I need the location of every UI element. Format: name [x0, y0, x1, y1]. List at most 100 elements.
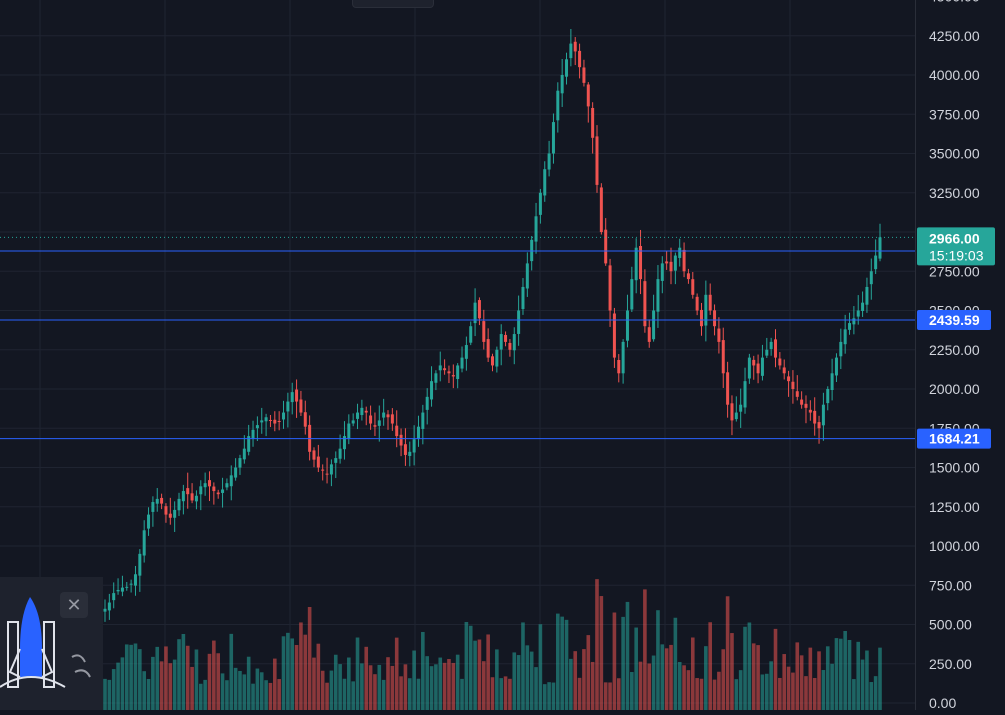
candle-body	[591, 107, 595, 138]
volume-bar	[107, 679, 112, 710]
volume-bar	[799, 655, 804, 710]
candle-body	[774, 339, 778, 358]
candle-body	[560, 75, 564, 94]
candle-body	[521, 286, 525, 309]
volume-bar	[329, 670, 334, 710]
volume-bar	[438, 657, 443, 710]
candle-body	[464, 345, 468, 359]
candle-body	[760, 357, 764, 376]
candle-body	[412, 439, 416, 453]
volume-bar	[220, 673, 225, 710]
volume-bar	[847, 639, 852, 710]
volume-bar	[351, 681, 355, 710]
candle-body	[604, 229, 608, 264]
candle-body	[630, 279, 634, 310]
candle-body	[813, 410, 817, 424]
volume-bar	[612, 612, 617, 710]
candle-body	[695, 296, 699, 311]
booster-left-icon	[7, 621, 19, 688]
volume-bar	[124, 644, 129, 710]
volume-bar	[499, 678, 504, 710]
volume-bar	[569, 658, 573, 710]
volume-bar	[212, 640, 216, 710]
candle-body	[451, 375, 455, 377]
volume-bar	[146, 678, 151, 710]
candle-body	[734, 412, 738, 420]
candle-body	[142, 530, 146, 556]
volume-bar	[333, 654, 338, 710]
candle-body	[247, 436, 251, 452]
volume-bar	[325, 682, 329, 710]
price-axis[interactable]: 0.00 250.00 500.00 750.00 1000.00 1250.00 1500…	[915, 0, 1005, 711]
candle-body	[369, 415, 373, 424]
candle-body	[221, 489, 225, 493]
candle-body	[865, 286, 869, 305]
candle-body	[582, 67, 586, 83]
volume-bar	[421, 631, 425, 710]
candle-body	[321, 469, 325, 471]
volume-bar	[347, 657, 351, 710]
candle-body	[456, 365, 460, 379]
candle-body	[125, 586, 129, 588]
candle-body	[787, 376, 791, 382]
candle-body	[303, 412, 307, 427]
volume-bar	[286, 632, 290, 710]
candle-body	[856, 310, 860, 317]
volume-bar	[830, 663, 834, 710]
volume-bar	[416, 678, 421, 710]
candle-body	[708, 294, 712, 311]
candle-body	[491, 356, 494, 366]
volume-bar	[616, 678, 621, 710]
candle-body	[512, 334, 516, 351]
candle-body	[713, 310, 717, 327]
candle-body	[299, 399, 303, 413]
volume-bar	[133, 643, 138, 710]
candle-body	[373, 425, 377, 427]
volume-bar	[778, 677, 782, 710]
candle-body	[133, 574, 137, 586]
candle-body	[216, 492, 220, 495]
last-price-badge	[917, 227, 995, 266]
volume-bar	[473, 640, 477, 710]
volume-bar	[547, 682, 551, 710]
volume-bar	[534, 667, 538, 710]
volume-bar	[734, 679, 739, 710]
candle-body	[181, 491, 185, 502]
volume-bar	[111, 669, 116, 710]
volume-bar	[721, 649, 726, 710]
candle-body	[255, 425, 259, 429]
candle-body	[682, 249, 686, 272]
candle-body	[186, 488, 190, 495]
candle-body	[608, 265, 612, 311]
candle-body	[212, 486, 216, 492]
candle-body	[325, 473, 329, 475]
volume-bar	[751, 643, 756, 710]
volume-bar	[190, 666, 194, 710]
volume-bar	[185, 645, 190, 710]
volume-bar	[621, 616, 625, 710]
volume-bar	[708, 622, 712, 710]
top-toolbar-stub[interactable]	[352, 0, 434, 8]
volume-bar	[268, 682, 273, 710]
volume-bar	[377, 664, 382, 710]
volume-bar	[255, 668, 260, 710]
candle-body	[395, 425, 399, 437]
volume-bar	[738, 670, 743, 710]
close-icon[interactable]: ✕	[60, 592, 88, 618]
volume-bar	[760, 674, 765, 710]
volume-bar	[725, 596, 730, 710]
volume-bar	[360, 663, 364, 710]
candle-body	[477, 300, 481, 319]
y-tick-label: 750.00	[929, 577, 972, 593]
horizontal-levels[interactable]	[0, 236, 915, 440]
candle-body	[268, 419, 272, 421]
volume-bar	[590, 661, 595, 710]
volume-bar	[338, 664, 342, 710]
candle-body	[473, 302, 477, 324]
candle-body	[826, 389, 830, 404]
y-tick-label: 1250.00	[929, 499, 980, 515]
candle-body	[403, 444, 407, 455]
candle-body	[817, 422, 821, 429]
